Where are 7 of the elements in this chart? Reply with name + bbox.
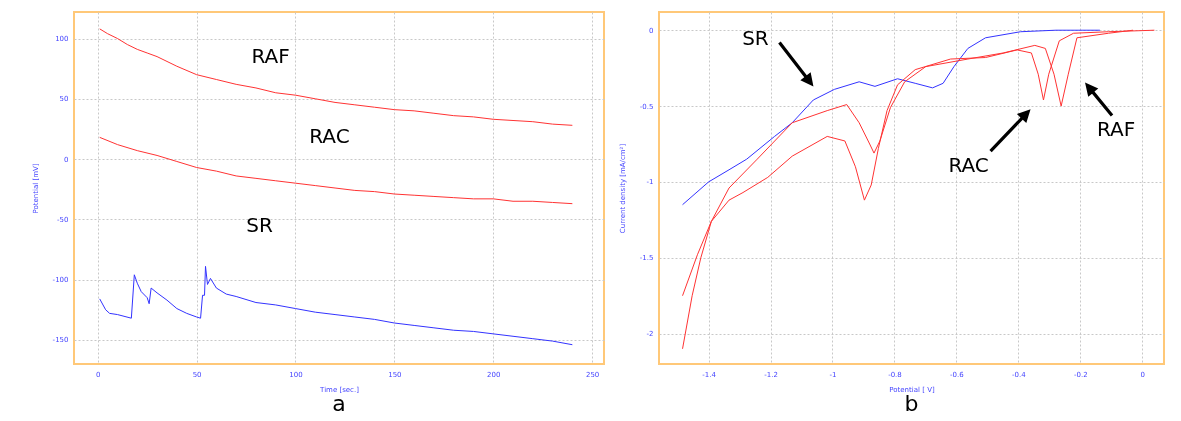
annotation: SR [742,26,769,51]
annotation: RAC [309,124,350,149]
annotation: SR [246,212,273,237]
annotation: RAF [251,44,290,69]
annotation: RAC [948,153,989,178]
annotation: RAF [1096,116,1136,141]
text: b [904,391,919,416]
